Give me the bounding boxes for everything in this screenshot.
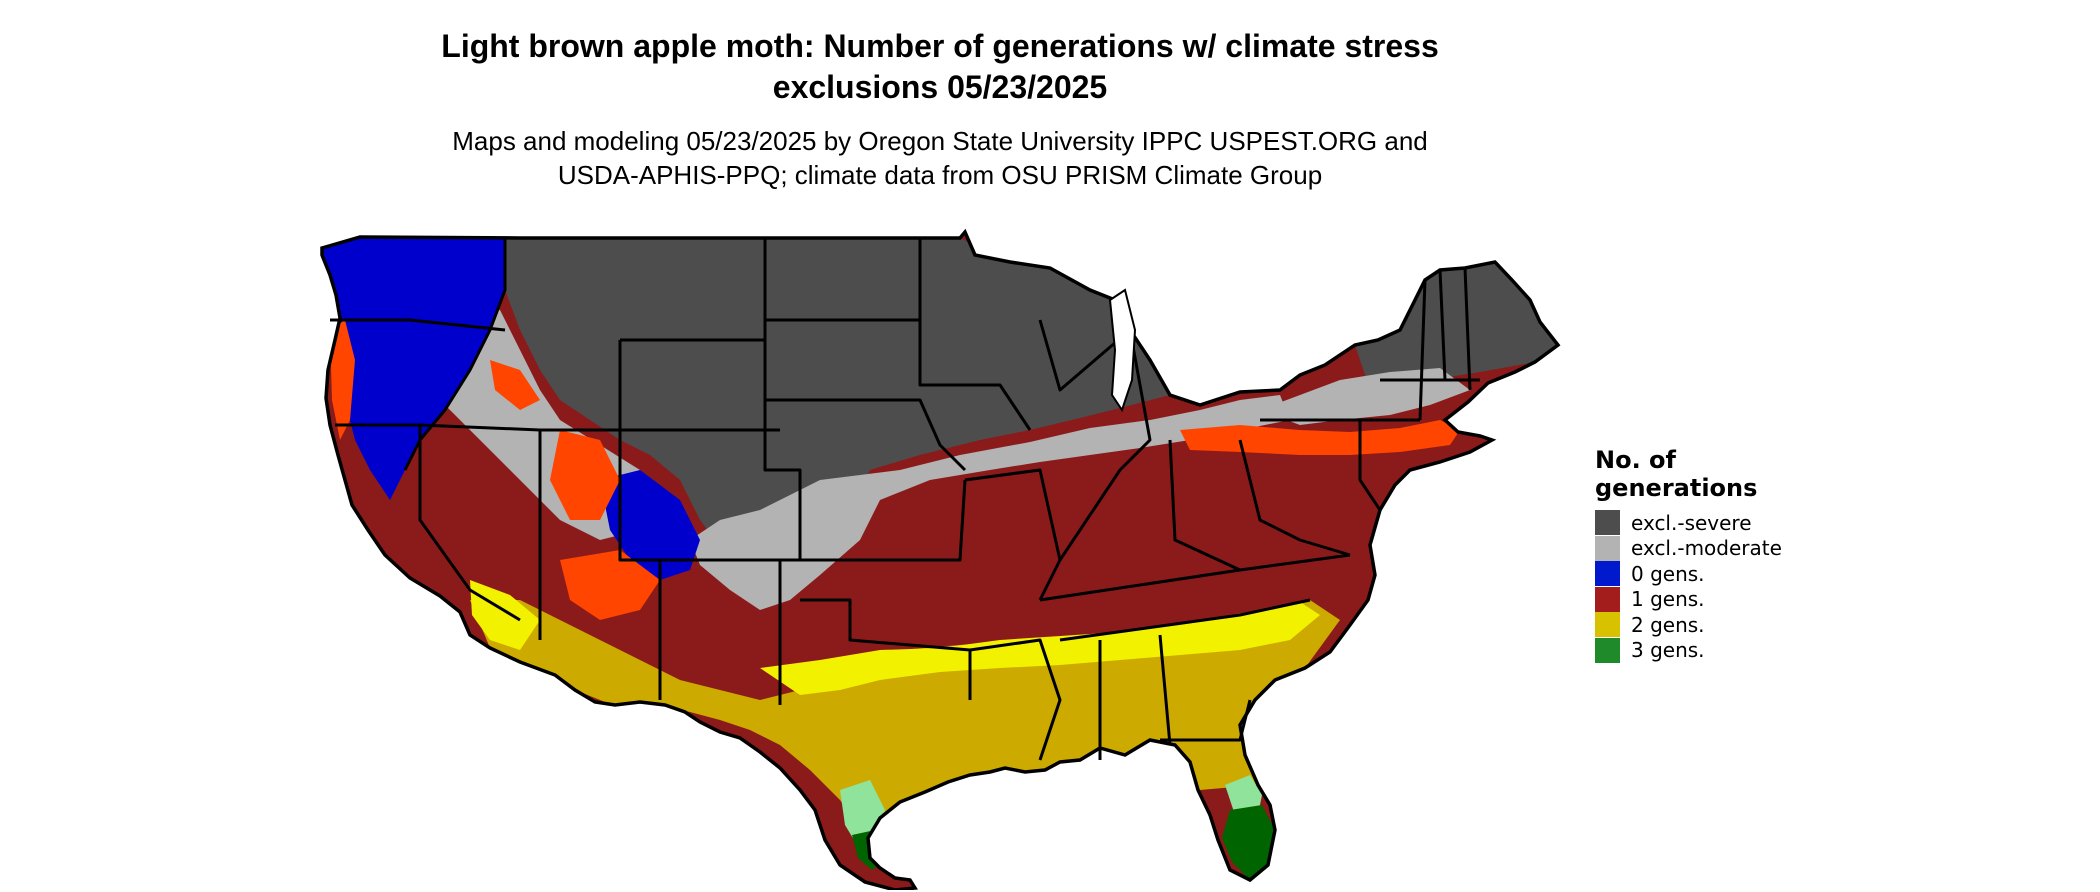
map-title: Light brown apple moth: Number of genera… [330,26,1550,108]
legend-item-excl-severe: excl.-severe [1595,510,1895,536]
border-dakota-ne [760,238,802,562]
border-oh-wv [1238,439,1351,557]
border-wi-mi [1038,319,1131,392]
region-one-orange-az [560,550,660,620]
region-two-bright [760,602,1320,695]
legend-label: 2 gens. [1631,612,1705,637]
border-ca-nv [418,425,521,622]
legend-title: No. of generations [1595,446,1895,502]
legend-item-1-gens: 1 gens. [1595,586,1895,613]
legend: No. of generations excl.-severe excl.-mo… [1595,446,1895,663]
region-moderate-ne [1260,368,1470,425]
region-one-orange-nw [330,320,355,440]
map-title-line1: Light brown apple moth: Number of genera… [441,28,1439,64]
legend-label: 1 gens. [1631,587,1705,612]
region-zero [322,237,505,500]
map-subtitle-line1: Maps and modeling 05/23/2025 by Oregon S… [452,126,1428,156]
us-map [300,220,1580,890]
region-severe [505,238,1170,575]
border-ut-co [618,340,662,700]
region-moderate [690,395,1290,610]
region-two-bright-ca [470,580,540,650]
border-nh-me [1463,267,1472,391]
region-severe-northeast [1355,262,1558,390]
region-three-light-fl [1225,775,1262,815]
border-ks-ok [800,479,967,562]
map-subtitle-line2: USDA-APHIS-PPQ; climate data from OSU PR… [557,160,1323,190]
border-sd-ne [765,398,967,472]
border-in-oh [1168,439,1241,572]
legend-swatch [1595,561,1620,587]
legend-title-line2: generations [1595,474,1758,502]
state-borders [330,238,1480,761]
legend-swatch [1595,612,1620,638]
legend-label: 3 gens. [1631,638,1705,663]
border-nm-tx [660,558,782,705]
legend-swatch [1595,535,1620,561]
legend-item-excl-moderate: excl.-moderate [1595,535,1895,562]
border-pa-east [1358,420,1382,511]
region-zero-sw [600,470,700,580]
region-one-orange-idaho [490,360,540,410]
legend-swatch [1595,510,1620,536]
legend-item-2-gens: 2 gens. [1595,612,1895,638]
legend-label: excl.-severe [1631,510,1752,535]
region-one-orange-plateau [550,430,620,520]
border-al-ga [1158,634,1172,746]
legend-item-3-gens: 3 gens. [1595,637,1895,664]
legend-label: excl.-moderate [1631,536,1782,561]
border-ar-la [969,638,1062,761]
map-title-line2: exclusions 05/23/2025 [772,69,1108,105]
border-ny-vt [1418,279,1427,421]
border-ok-tx [800,598,972,700]
border-mo [964,468,1062,601]
region-three-fl [1222,805,1275,880]
lake-michigan [1108,288,1137,413]
border-il [1058,329,1152,561]
legend-label: 0 gens. [1631,561,1705,586]
region-one-orange-ne [1180,420,1460,455]
legend-swatch [1595,637,1620,663]
map-subtitle: Maps and modeling 05/23/2025 by Oregon S… [330,124,1550,192]
border-tn-south [1059,598,1311,642]
border-or-wa [330,318,506,332]
legend-item-0-gens: 0 gens. [1595,561,1895,587]
legend-swatch [1595,586,1620,612]
border-vt-nh [1438,269,1447,381]
border-mn [918,238,1032,431]
legend-title-line1: No. of [1595,446,1676,474]
